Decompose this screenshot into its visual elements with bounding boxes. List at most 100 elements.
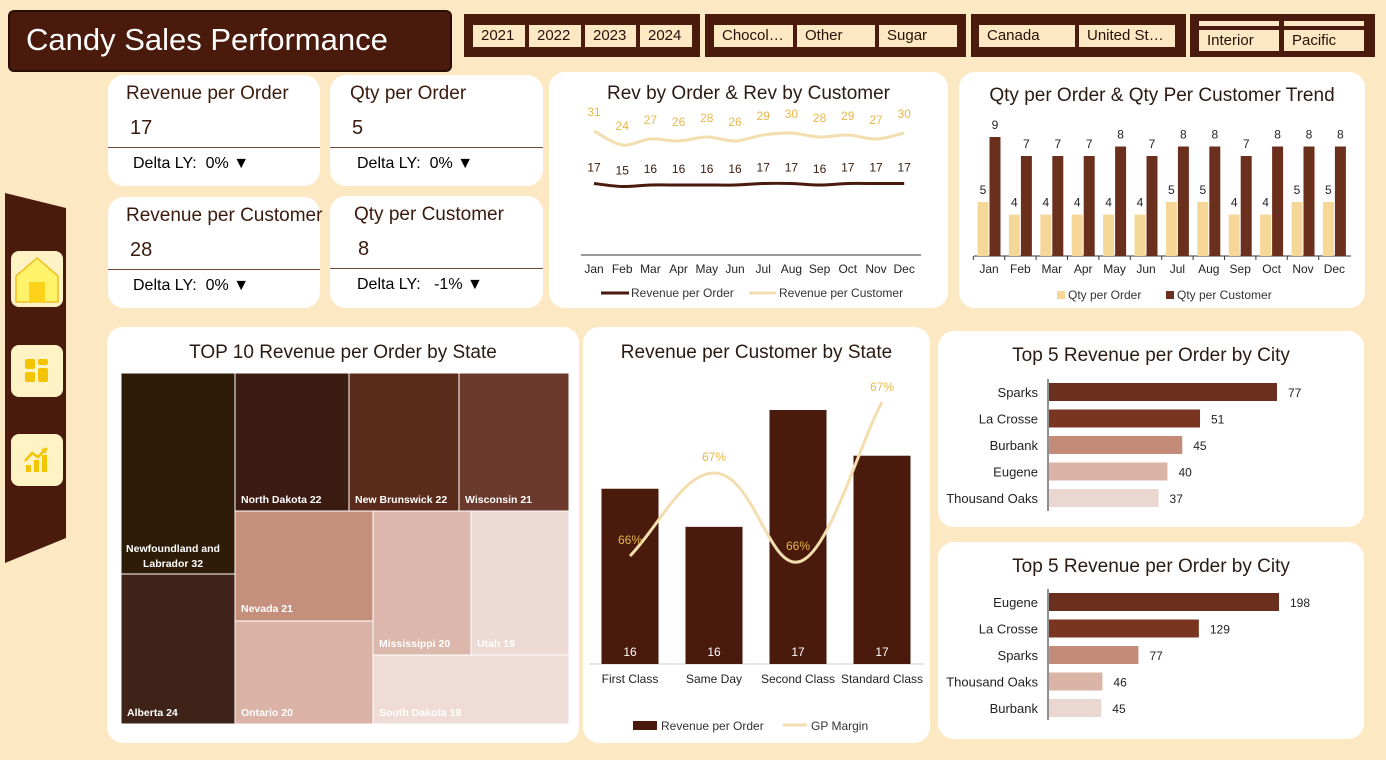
kpi-card-revenue-per-order: Revenue per Order 17 Delta LY: 0% ▼ xyxy=(108,75,320,186)
data-label-revenue-per-order: 17 xyxy=(841,161,855,175)
data-label-revenue-per-order: 17 xyxy=(791,645,805,659)
kpi-delta-value: -1% ▼ xyxy=(434,276,483,293)
bar-revenue-per-order xyxy=(769,410,827,664)
legend-swatch-qty-per-order xyxy=(1057,291,1065,299)
kpi-delta: Delta LY: -1% ▼ xyxy=(357,276,483,294)
chart-title: TOP 10 Revenue per Order by State xyxy=(189,342,497,363)
category-option-other[interactable]: Other xyxy=(797,25,875,47)
year-option-2024[interactable]: 2024 xyxy=(640,25,692,47)
series-line-revenue-per-customer xyxy=(593,129,905,147)
x-tick-label: Second Class xyxy=(761,672,835,686)
data-label-revenue-per-order: 16 xyxy=(813,162,827,176)
kpi-delta-label: Delta LY: xyxy=(133,277,197,294)
data-label-gp-margin: 67% xyxy=(870,380,894,394)
data-label-qty-per-order: 5 xyxy=(1294,183,1301,197)
data-label-qty-per-customer: 7 xyxy=(1149,137,1156,151)
data-label-qty-per-customer: 8 xyxy=(1211,128,1218,142)
legend-label: Revenue per Order xyxy=(631,286,734,300)
kpi-divider xyxy=(330,147,543,148)
region-option-pacific[interactable]: Pacific xyxy=(1284,30,1364,51)
data-label-revenue-per-customer: 29 xyxy=(841,109,855,123)
data-label-qty-per-order: 4 xyxy=(1105,196,1112,210)
x-tick-label: Jun xyxy=(725,262,744,276)
country-option-canada[interactable]: Canada xyxy=(979,25,1075,47)
data-label: 40 xyxy=(1178,466,1192,480)
data-label-revenue-per-customer: 27 xyxy=(644,113,658,127)
region-option-interior[interactable]: Interior xyxy=(1199,30,1279,51)
data-label-qty-per-customer: 8 xyxy=(1337,128,1344,142)
kpi-delta-label: Delta LY: xyxy=(133,155,197,172)
bar xyxy=(1049,619,1199,638)
nav-dashboard-button[interactable] xyxy=(11,345,63,397)
year-option-2021[interactable]: 2021 xyxy=(473,25,525,47)
country-option-united-states[interactable]: United St… xyxy=(1079,25,1175,47)
y-tick-label: Sparks xyxy=(998,648,1039,663)
data-label-qty-per-customer: 9 xyxy=(992,118,999,132)
legend-label: Qty per Customer xyxy=(1177,288,1272,302)
data-label-qty-per-customer: 8 xyxy=(1306,128,1313,142)
chart-title: Top 5 Revenue per Order by City xyxy=(1012,556,1290,577)
data-label-qty-per-customer: 7 xyxy=(1243,137,1250,151)
kpi-label: Revenue per Customer xyxy=(126,205,323,226)
region-slicer-header-bar xyxy=(1284,21,1364,26)
data-label-qty-per-order: 4 xyxy=(1042,196,1049,210)
page-title: Candy Sales Performance xyxy=(26,22,388,57)
nav-analytics-button[interactable] xyxy=(11,434,63,486)
bar-qty-per-customer xyxy=(1272,146,1284,256)
series-line-gp-margin xyxy=(628,401,884,564)
year-slicer: 2021 2022 2023 2024 xyxy=(464,14,700,57)
category-option-chocolate[interactable]: Chocol… xyxy=(714,25,793,47)
data-label-qty-per-order: 5 xyxy=(1168,183,1175,197)
data-label-gp-margin: 66% xyxy=(618,533,642,547)
year-option-2022[interactable]: 2022 xyxy=(529,25,581,47)
data-label-qty-per-customer: 8 xyxy=(1274,128,1281,142)
treemap-label: Labrador 32 xyxy=(143,558,203,570)
x-tick-label: Oct xyxy=(838,262,857,276)
bar-revenue-per-order xyxy=(685,526,743,664)
treemap-label: Mississippi 20 xyxy=(379,638,450,650)
data-label-revenue-per-order: 16 xyxy=(672,162,686,176)
x-tick-label: Standard Class xyxy=(841,672,923,686)
category-option-sugar[interactable]: Sugar xyxy=(879,25,957,47)
home-icon xyxy=(15,257,59,303)
data-label: 77 xyxy=(1149,649,1163,663)
data-label: 51 xyxy=(1211,413,1225,427)
x-tick-label: Oct xyxy=(1262,262,1281,276)
bar-qty-per-order xyxy=(1008,214,1020,256)
city-top5-card-b: Top 5 Revenue per Order by City Eugene 19… xyxy=(938,542,1364,739)
treemap-label: Nevada 21 xyxy=(241,603,293,615)
city-top5-chart-b: Eugene 198 La Crosse 129 Sparks 77 Thousand Oa… xyxy=(946,589,1310,720)
bar-qty-per-order xyxy=(1040,214,1052,256)
kpi-value: 5 xyxy=(352,117,364,139)
data-label-revenue-per-order: 16 xyxy=(623,645,637,659)
ship-combo-chart: 16 First Class 16 Same Day 17 Second Class 17 S… xyxy=(589,380,924,733)
legend-label: GP Margin xyxy=(811,719,868,733)
data-label: 77 xyxy=(1288,386,1302,400)
data-label-qty-per-customer: 7 xyxy=(1086,137,1093,151)
bar xyxy=(1049,593,1279,611)
treemap-tile xyxy=(372,654,570,725)
city-top5-chart-a: Sparks 77 La Crosse 51 Burbank 45 Eugene 40 Thou… xyxy=(946,379,1302,511)
x-tick-label: Same Day xyxy=(686,672,742,686)
bar xyxy=(1049,409,1201,428)
bar xyxy=(1049,646,1139,664)
bar-qty-per-customer xyxy=(1083,156,1095,256)
kpi-delta: Delta LY: 0% ▼ xyxy=(357,155,473,173)
treemap-tile xyxy=(470,510,570,656)
x-tick-label: Apr xyxy=(1074,262,1093,276)
data-label-qty-per-order: 4 xyxy=(1074,196,1081,210)
legend-swatch-qty-per-customer xyxy=(1166,291,1174,299)
bar-qty-per-customer xyxy=(1052,156,1064,256)
kpi-delta-value: 0% ▼ xyxy=(205,155,250,172)
bar-qty-per-order xyxy=(1260,214,1272,256)
data-label-revenue-per-order: 17 xyxy=(875,645,889,659)
data-label-qty-per-order: 4 xyxy=(1137,196,1144,210)
data-label-revenue-per-customer: 26 xyxy=(728,115,742,129)
data-label-qty-per-order: 5 xyxy=(1199,183,1206,197)
qty-trend-chart: Jan Feb Mar Apr May Jun Jul Aug Sep Oct Nov Dec 5 4 4 4… xyxy=(972,118,1351,302)
bar-qty-per-customer xyxy=(1303,146,1315,256)
data-label-qty-per-customer: 7 xyxy=(1023,137,1030,151)
nav-home-button[interactable] xyxy=(11,251,63,307)
year-option-2023[interactable]: 2023 xyxy=(585,25,636,47)
treemap-label: Ontario 20 xyxy=(241,707,293,719)
